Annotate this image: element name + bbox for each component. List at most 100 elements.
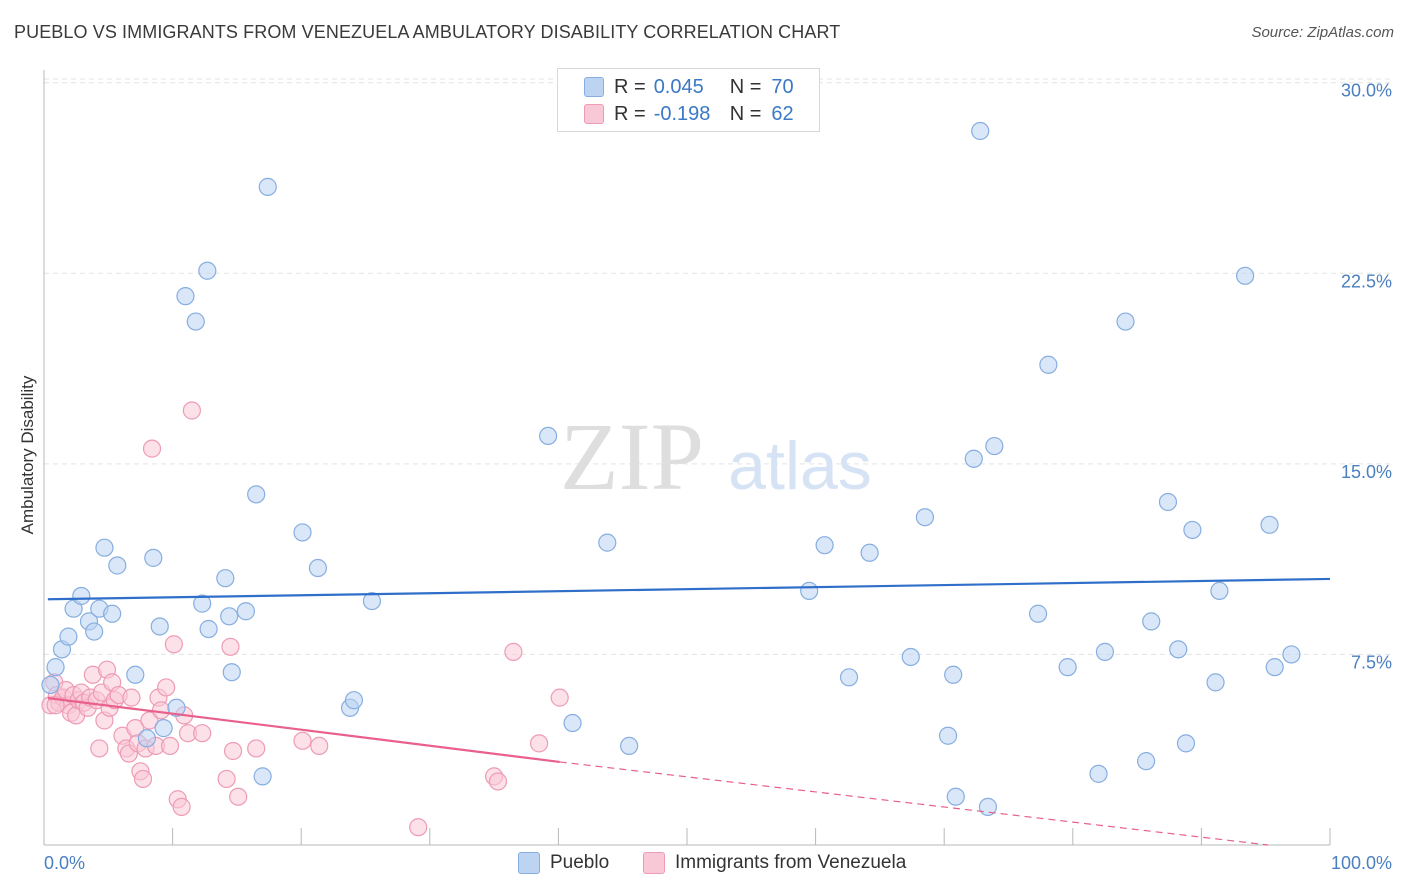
pueblo-point [1236,266,1255,285]
trend-layer [47,577,1331,846]
y-tick-label: 22.5% [1341,271,1392,291]
legend-row-pueblo: R = 0.045 N = 70 [584,74,794,100]
pueblo-point [308,558,328,578]
pueblo-point [72,586,91,606]
pueblo-point [860,543,879,562]
pueblo-point [1169,640,1188,659]
pueblo-point [901,647,920,667]
pueblo-point [253,767,272,786]
n-value: 70 [771,75,794,98]
pueblo-point [964,449,983,468]
venezuela-point [164,635,183,654]
legend-label-pueblo: Pueblo [550,852,610,873]
axis-layer [43,70,1331,846]
venezuela-point [182,401,201,420]
pueblo-point [946,787,965,806]
pueblo-point [815,536,834,555]
pueblo-point [915,508,935,527]
watermark-atlas: atlas [728,428,872,504]
pueblo-point [1158,492,1178,512]
pueblo-point [944,665,963,684]
venezuela-trend-line [47,697,560,764]
pueblo-point [1028,604,1048,623]
venezuela-point [140,711,159,730]
pueblo-point [598,533,617,552]
venezuela-trend-extension [559,761,1269,846]
pueblo-point [839,668,859,687]
grid-layer [44,78,1392,655]
pueblo-point [1210,581,1229,601]
pueblo-point [1137,752,1156,771]
pueblo-point [198,261,217,280]
pueblo-trend-line [47,577,1331,601]
venezuela-point [223,741,243,761]
chart-title: PUEBLO VS IMMIGRANTS FROM VENEZUELA AMBU… [14,22,841,42]
venezuela-point [151,701,171,720]
watermark: ZIP atlas [560,403,872,510]
venezuela-point [293,731,312,750]
r-value: 0.045 [653,75,704,98]
pueblo-point [800,581,819,601]
venezuela-swatch [584,104,604,124]
venezuela-point [229,787,248,806]
venezuela-swatch [643,852,665,874]
n-value: 62 [771,102,794,125]
pueblo-point [1260,515,1279,534]
venezuela-point [550,688,569,707]
pueblo-point [150,617,169,636]
pueblo-point [1282,645,1301,664]
tick-label-layer: 7.5% 15.0% 22.5% 30.0% 0.0% 100.0% [44,81,1392,873]
pueblo-point [247,485,266,504]
pueblo-point [1206,673,1225,692]
venezuela-point [46,696,65,715]
pueblo-point [1039,355,1058,374]
pueblo-point [46,658,65,677]
venezuela-point [221,637,240,656]
legend-item-venezuela: Immigrants from Venezuela [643,852,906,874]
legend-item-pueblo: Pueblo [518,852,609,874]
pueblo-point [199,619,218,639]
pueblo-point [108,556,127,575]
pueblo-point [41,675,60,695]
pueblo-swatch [584,77,604,97]
venezuela-point [504,642,523,661]
pueblo-point [938,726,958,745]
pueblo-point [85,622,104,641]
venezuela-point [90,739,109,758]
watermark-zip: ZIP [560,403,704,510]
n-label: N = [729,102,762,125]
pueblo-point [126,665,145,684]
pueblo-point [985,436,1004,456]
pueblo-point [220,607,239,626]
y-tick-label: 7.5% [1351,652,1392,672]
pueblo-point [59,627,78,646]
x-tick-label: 100.0% [1331,853,1392,873]
n-label: N = [729,75,762,98]
pueblo-point [362,591,382,611]
venezuela-point [160,736,180,756]
correlation-legend: R = 0.045 N = 70 R = -0.198 N = 62 [557,68,820,132]
pueblo-point [1095,642,1115,661]
venezuela-point [217,769,236,789]
venezuela-point [310,736,329,756]
pueblo-point [563,713,582,733]
venezuela-point [133,769,153,789]
pueblo-point [186,312,205,331]
pueblo-point [154,719,173,738]
pueblo-point [1265,658,1284,677]
pueblo-point [222,663,241,682]
venezuela-point [530,734,549,753]
pueblo-point [1183,520,1202,540]
pueblo-point [167,698,186,717]
pueblo-point [344,691,364,710]
pueblo-point [539,426,558,446]
pueblo-point [193,594,212,613]
pueblo-point [1116,312,1135,331]
venezuela-point [247,739,266,758]
legend-label-venezuela: Immigrants from Venezuela [675,852,907,873]
venezuela-point [142,439,162,458]
y-tick-label: 30.0% [1341,81,1392,101]
r-value: -0.198 [653,102,711,125]
source-label: Source: ZipAtlas.com [1251,24,1394,41]
